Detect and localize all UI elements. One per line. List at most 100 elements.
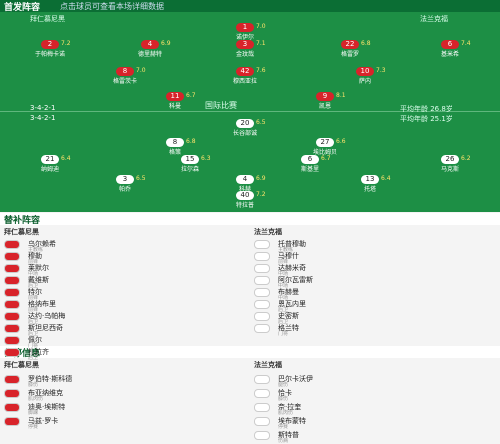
jersey[interactable]: 26 <box>441 155 459 164</box>
row-name[interactable]: 特尔 <box>28 288 42 296</box>
row-name[interactable]: 达约·乌帕梅 <box>28 312 66 320</box>
jersey[interactable]: 4 <box>236 175 254 184</box>
player-rating: 6.2 <box>461 155 471 162</box>
player-name: 斯基里 <box>300 166 319 173</box>
badge <box>4 348 20 357</box>
jersey[interactable]: 13 <box>361 175 379 184</box>
jersey[interactable]: 6 <box>441 40 459 49</box>
badge <box>4 312 20 321</box>
jersey[interactable]: 10 <box>356 67 374 76</box>
player-rating: 6.4 <box>61 155 71 162</box>
player-name: 德里赫特 <box>137 51 162 58</box>
row-name[interactable]: 斯特普 <box>278 431 299 439</box>
badge <box>4 389 20 398</box>
jersey[interactable]: 15 <box>181 155 199 164</box>
player-rating: 7.2 <box>256 191 266 198</box>
row-name[interactable]: 马兹·罗卡 <box>28 417 59 425</box>
row-name[interactable]: 莱默尔 <box>28 264 49 272</box>
row-name[interactable]: 佩尔 <box>28 336 42 344</box>
team-name: 法兰克福 <box>254 361 282 369</box>
home-formation: 3-4-2-1 <box>30 104 56 112</box>
player-name: 托塔 <box>363 186 376 193</box>
row-detail: 后卫 <box>278 307 289 313</box>
player-name: 科赫 <box>238 186 251 193</box>
row-name[interactable]: 达赫米奇 <box>278 264 306 272</box>
badge <box>254 288 270 297</box>
row-detail: 后卫 <box>28 355 39 361</box>
row-detail: 脚踝 <box>28 410 39 416</box>
row-name[interactable]: 戴维斯 <box>28 276 49 284</box>
jersey[interactable]: 42 <box>236 67 254 76</box>
jersey[interactable]: 3 <box>116 175 134 184</box>
row-name[interactable]: 埃布蒙特 <box>278 417 306 425</box>
jersey[interactable]: 8 <box>166 138 184 147</box>
row-detail: 膝伤 <box>278 396 289 402</box>
row-name[interactable]: 穆勒 <box>28 252 42 260</box>
player-rating: 8.1 <box>336 92 346 99</box>
jersey[interactable]: 20 <box>236 119 254 128</box>
row-name[interactable]: 巴尔卡沃伊 <box>278 375 313 383</box>
player-name: 帕乔 <box>118 186 131 193</box>
player-rating: 6.8 <box>361 40 371 47</box>
row-name[interactable]: 格兰特 <box>278 324 299 332</box>
player-name: 基米希 <box>440 51 459 58</box>
player-rating: 6.6 <box>336 138 346 145</box>
badge <box>254 312 270 321</box>
badge <box>4 324 20 333</box>
jersey[interactable]: 6 <box>301 155 319 164</box>
player-name: 纳姆迪 <box>40 166 59 173</box>
jersey[interactable]: 1 <box>236 23 254 32</box>
player-name: 格雷茨卡 <box>112 78 137 85</box>
row-name[interactable]: 布赫曼 <box>278 288 299 296</box>
row-name[interactable]: 布亚纳维克 <box>28 389 63 397</box>
team-name: 拜仁慕尼黑 <box>4 228 39 236</box>
player-name: 长谷部诚 <box>232 130 257 137</box>
row-name[interactable]: 乌尔赖希 <box>28 240 56 248</box>
jersey[interactable]: 40 <box>236 191 254 200</box>
player-name: 科曼 <box>168 103 181 110</box>
row-detail: 停赛 <box>278 424 289 430</box>
row-detail: 门将 <box>28 343 39 349</box>
jersey[interactable]: 2 <box>41 40 59 49</box>
row-name[interactable]: 奈·拉奎 <box>278 403 302 411</box>
row-name[interactable]: 迪奥·埃斯特 <box>28 403 66 411</box>
row-name[interactable]: 马穆什 <box>278 252 299 260</box>
jersey[interactable]: 4 <box>141 40 159 49</box>
row-detail: 前锋 <box>278 259 289 265</box>
row-detail: 腿伤 <box>278 382 289 388</box>
home-name: 拜仁慕尼黑 <box>30 15 65 23</box>
player-rating: 7.0 <box>256 23 266 30</box>
row-name[interactable]: 托普穆勒 <box>278 240 306 248</box>
player-name: 穆西亚拉 <box>232 78 257 85</box>
player-name: 拉尔森 <box>180 166 199 173</box>
player-name: 特拉普 <box>235 202 254 209</box>
jersey[interactable]: 9 <box>316 92 334 101</box>
pitch-centre: 国际比赛 <box>205 101 237 110</box>
badge <box>254 417 270 426</box>
player-rating: 6.7 <box>321 155 331 162</box>
row-name[interactable]: 格纳布里 <box>28 300 56 308</box>
header-title: 首发阵容 <box>4 3 41 13</box>
row-detail: 伤病 <box>278 438 289 444</box>
row-detail: 主教练 <box>28 247 44 253</box>
row-name[interactable]: 恩瓦内里 <box>278 300 306 308</box>
player-rating: 6.5 <box>136 175 146 182</box>
badge <box>254 431 270 440</box>
jersey[interactable]: 22 <box>341 40 359 49</box>
row-name[interactable]: 罗伯特·斯科德 <box>28 375 73 383</box>
jersey[interactable]: 21 <box>41 155 59 164</box>
team-name: 拜仁慕尼黑 <box>4 361 39 369</box>
badge <box>4 252 20 261</box>
jersey[interactable]: 3 <box>236 40 254 49</box>
jersey[interactable]: 8 <box>116 67 134 76</box>
row-name[interactable]: 斯坦尼西奇 <box>28 324 63 332</box>
row-name[interactable]: 扎拉齐 <box>28 348 49 356</box>
row-detail: 后卫 <box>28 319 39 325</box>
player-rating: 6.3 <box>201 155 211 162</box>
row-name[interactable]: 阿尔瓦雷斯 <box>278 276 313 284</box>
away-formation: 3-4-2-1 <box>30 114 56 122</box>
row-name[interactable]: 恰卡 <box>278 389 292 397</box>
jersey[interactable]: 27 <box>316 138 334 147</box>
row-name[interactable]: 史密斯 <box>278 312 299 320</box>
jersey[interactable]: 11 <box>166 92 184 101</box>
